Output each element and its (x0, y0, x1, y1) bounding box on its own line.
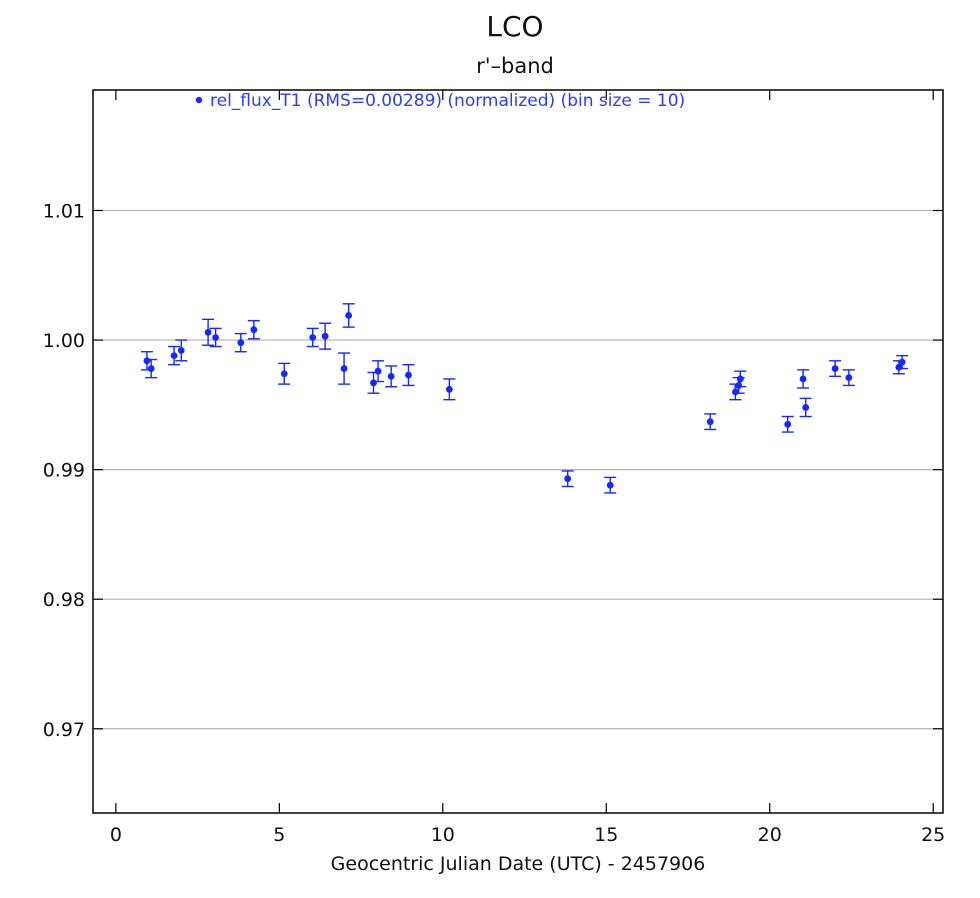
x-tick-label: 10 (431, 824, 455, 846)
data-point (202, 318, 215, 346)
point-marker (321, 332, 329, 340)
point-marker (170, 352, 178, 360)
y-tick-label: 1.00 (43, 330, 85, 352)
data-point (306, 327, 319, 348)
chart-title: LCO (486, 10, 544, 43)
point-marker (736, 375, 744, 383)
point-marker (237, 339, 245, 347)
data-point (781, 415, 794, 433)
point-marker (898, 358, 906, 366)
plot-area-frame (92, 89, 944, 814)
data-point (829, 360, 842, 378)
data-point (319, 322, 332, 350)
point-marker (799, 375, 807, 383)
data-point (278, 362, 291, 385)
data-point (175, 339, 188, 362)
x-tick-label: 0 (110, 824, 122, 846)
data-point (842, 369, 855, 387)
data-point (443, 378, 456, 401)
data-point (561, 470, 574, 488)
point-marker (606, 481, 614, 489)
point-marker (831, 365, 839, 372)
point-marker (732, 388, 739, 396)
data-point (402, 363, 415, 387)
legend-label: rel_flux_T1 (RMS=0.00289) (normalized) (… (210, 91, 685, 111)
data-point (797, 369, 810, 389)
x-axis-label: Geocentric Julian Date (UTC) - 2457906 (331, 853, 706, 875)
gridlines (93, 209, 943, 730)
point-marker (345, 312, 353, 319)
point-marker (564, 475, 572, 483)
data-point (734, 370, 747, 388)
data-point (209, 327, 222, 348)
x-tick-label: 20 (758, 824, 782, 846)
point-marker (784, 420, 792, 428)
point-marker (177, 347, 185, 354)
point-marker (374, 367, 382, 375)
y-tick-label: 0.97 (43, 719, 85, 741)
y-tick-label: 1.01 (43, 201, 85, 223)
data-point (145, 358, 158, 379)
data-point (234, 332, 247, 353)
chart-subtitle: r'–band (476, 54, 554, 78)
point-marker (387, 372, 395, 380)
point-marker (309, 334, 317, 341)
x-tick-label: 5 (273, 824, 285, 846)
point-marker (370, 379, 377, 387)
data-point (247, 319, 260, 340)
y-axis-ticks: 0.97 0.98 0.99 1.00 1.01 (43, 201, 943, 741)
point-marker (845, 374, 853, 382)
point-marker (212, 334, 219, 341)
point-marker (250, 326, 258, 334)
y-tick-label: 0.98 (43, 589, 85, 611)
point-marker (143, 357, 151, 365)
data-point (604, 476, 617, 494)
data-point (704, 413, 717, 431)
point-marker (706, 418, 714, 426)
data-points (140, 303, 909, 494)
point-marker (445, 385, 453, 393)
point-marker (204, 328, 212, 336)
point-marker (340, 365, 348, 372)
data-point (372, 360, 385, 383)
point-marker (147, 365, 155, 372)
data-point (342, 303, 355, 328)
point-marker (280, 370, 288, 378)
y-tick-label: 0.99 (43, 460, 85, 482)
legend: rel_flux_T1 (RMS=0.00289) (normalized) (… (195, 91, 685, 111)
data-point (385, 365, 398, 388)
point-marker (735, 382, 743, 389)
point-marker (802, 404, 810, 411)
x-axis-ticks: 0 5 10 15 20 25 (110, 90, 945, 846)
x-tick-label: 15 (594, 824, 618, 846)
data-point (168, 345, 181, 366)
data-point (896, 354, 909, 370)
point-marker (405, 371, 412, 379)
data-point (338, 352, 351, 385)
data-point (799, 397, 812, 418)
legend-marker (195, 96, 203, 104)
x-tick-label: 25 (921, 824, 945, 846)
